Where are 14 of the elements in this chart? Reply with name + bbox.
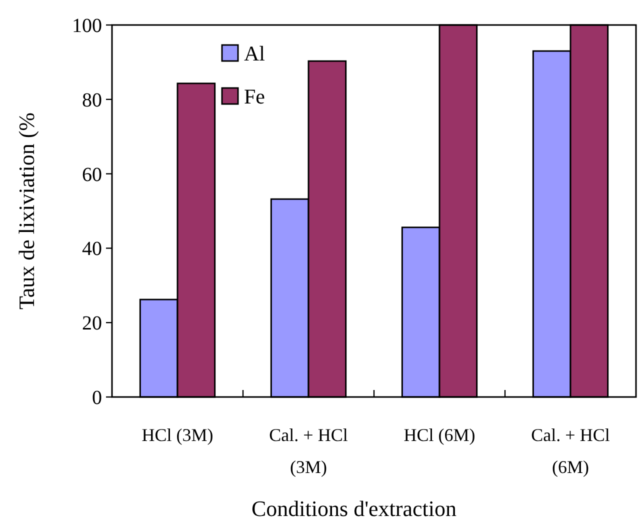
- x-tick-label: Cal. + HCl (3M): [269, 425, 348, 477]
- y-tick-label: 40: [82, 238, 102, 260]
- x-tick-label: Cal. + HCl (6M): [531, 425, 610, 477]
- y-tick-label: 0: [92, 387, 102, 409]
- y-axis-title: Taux de lixiviation (%: [14, 112, 39, 310]
- x-axis-title: Conditions d'extraction: [252, 496, 456, 521]
- x-tick-label: HCl (6M): [404, 425, 476, 445]
- legend-label: Al: [244, 41, 266, 66]
- y-tick-label: 20: [82, 312, 102, 335]
- x-tick-label: HCl (3M): [142, 425, 214, 445]
- y-tick-label: 80: [82, 89, 102, 112]
- y-tick-label: 60: [82, 164, 102, 186]
- y-tick-label: 100: [72, 15, 102, 37]
- legend-label: Fe: [244, 84, 265, 108]
